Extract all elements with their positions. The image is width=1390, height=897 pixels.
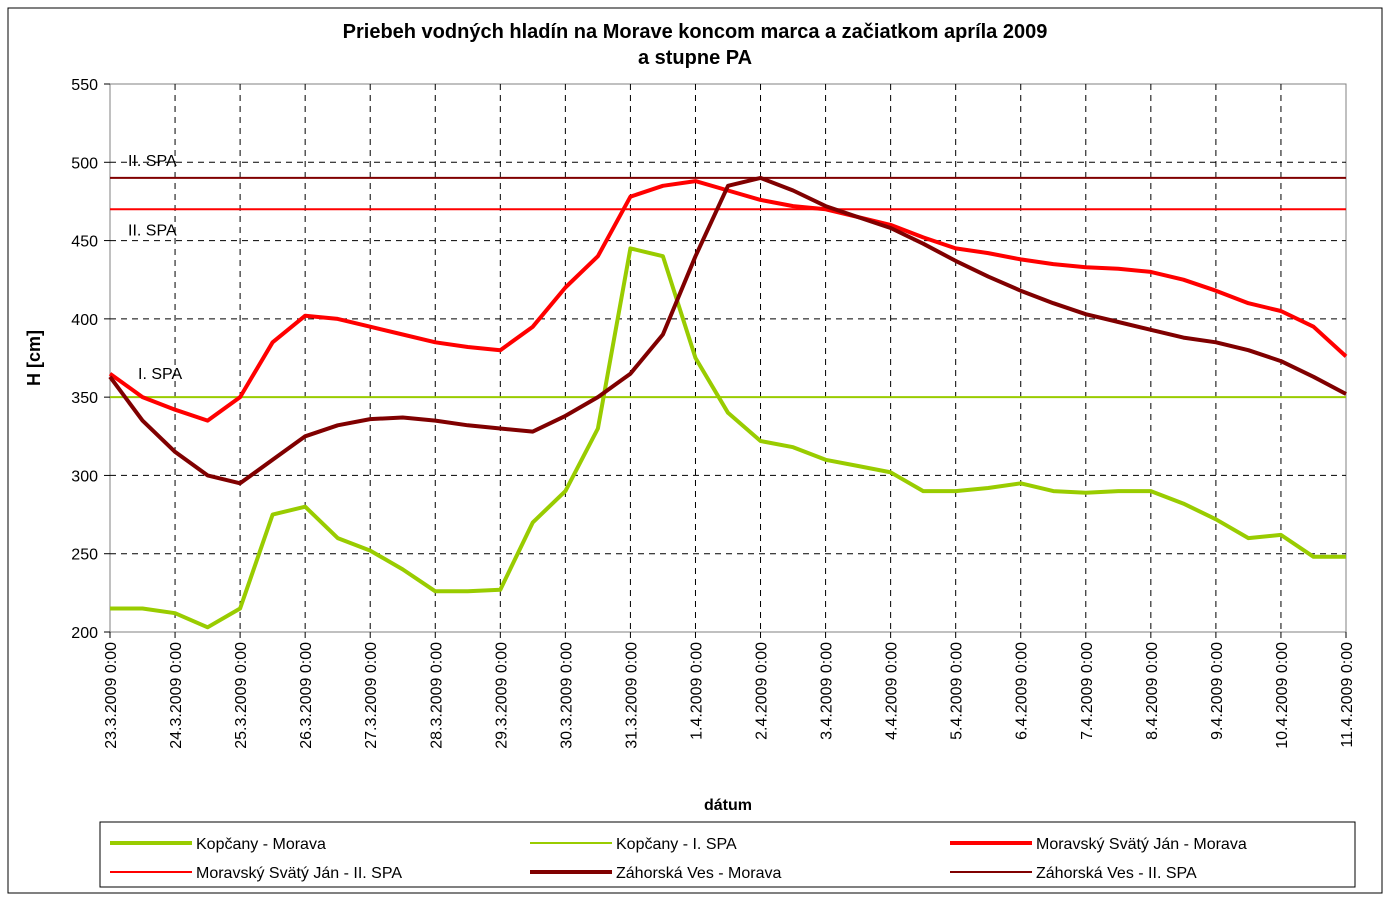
legend-label: Záhorská Ves - Morava [616,865,782,882]
x-tick-label: 26.3.2009 0:00 [298,642,315,749]
x-tick-label: 2.4.2009 0:00 [754,642,771,740]
annotation: II. SPA [128,153,177,170]
x-tick-label: 3.4.2009 0:00 [819,642,836,740]
annotation: II. SPA [128,222,177,239]
y-axis-label: H [cm] [24,330,44,386]
chart-title: a stupne PA [638,47,752,69]
legend-label: Kopčany - Morava [196,836,326,853]
y-tick-label: 200 [71,625,98,642]
plot-area [109,83,1347,633]
x-tick-label: 10.4.2009 0:00 [1274,642,1291,749]
y-tick-label: 550 [71,77,98,94]
legend-label: Záhorská Ves - II. SPA [1036,865,1197,882]
y-tick-label: 250 [71,547,98,564]
legend-label: Kopčany - I. SPA [616,836,737,853]
data-line [108,175,1347,486]
x-tick-label: 8.4.2009 0:00 [1144,642,1161,740]
x-tick-label: 25.3.2009 0:00 [233,642,250,749]
x-tick-label: 30.3.2009 0:00 [558,642,575,749]
y-tick-label: 500 [71,155,98,172]
x-axis-label: dátum [704,797,752,814]
x-tick-label: 1.4.2009 0:00 [688,642,705,740]
x-tick-label: 5.4.2009 0:00 [949,642,966,740]
x-tick-label: 6.4.2009 0:00 [1014,642,1031,740]
x-tick-label: 31.3.2009 0:00 [623,642,640,749]
y-tick-label: 350 [71,390,98,407]
legend-box [99,821,1356,888]
legend-label: Moravský Svätý Ján - II. SPA [196,865,402,882]
x-tick-label: 7.4.2009 0:00 [1079,642,1096,740]
x-tick-label: 24.3.2009 0:00 [168,642,185,749]
legend-label: Moravský Svätý Ján - Morava [1036,836,1247,853]
x-tick-label: 29.3.2009 0:00 [493,642,510,749]
x-tick-label: 27.3.2009 0:00 [363,642,380,749]
x-tick-label: 11.4.2009 0:00 [1339,642,1356,748]
x-tick-label: 28.3.2009 0:00 [428,642,445,749]
y-tick-label: 300 [71,468,98,485]
x-tick-label: 9.4.2009 0:00 [1209,642,1226,740]
data-line [110,246,1346,630]
chart-title: Priebeh vodných hladín na Morave koncom … [343,21,1048,43]
annotation: I. SPA [138,366,182,383]
y-tick-label: 450 [71,234,98,251]
x-tick-label: 23.3.2009 0:00 [103,642,120,749]
x-tick-label: 4.4.2009 0:00 [884,642,901,740]
y-tick-label: 400 [71,312,98,329]
